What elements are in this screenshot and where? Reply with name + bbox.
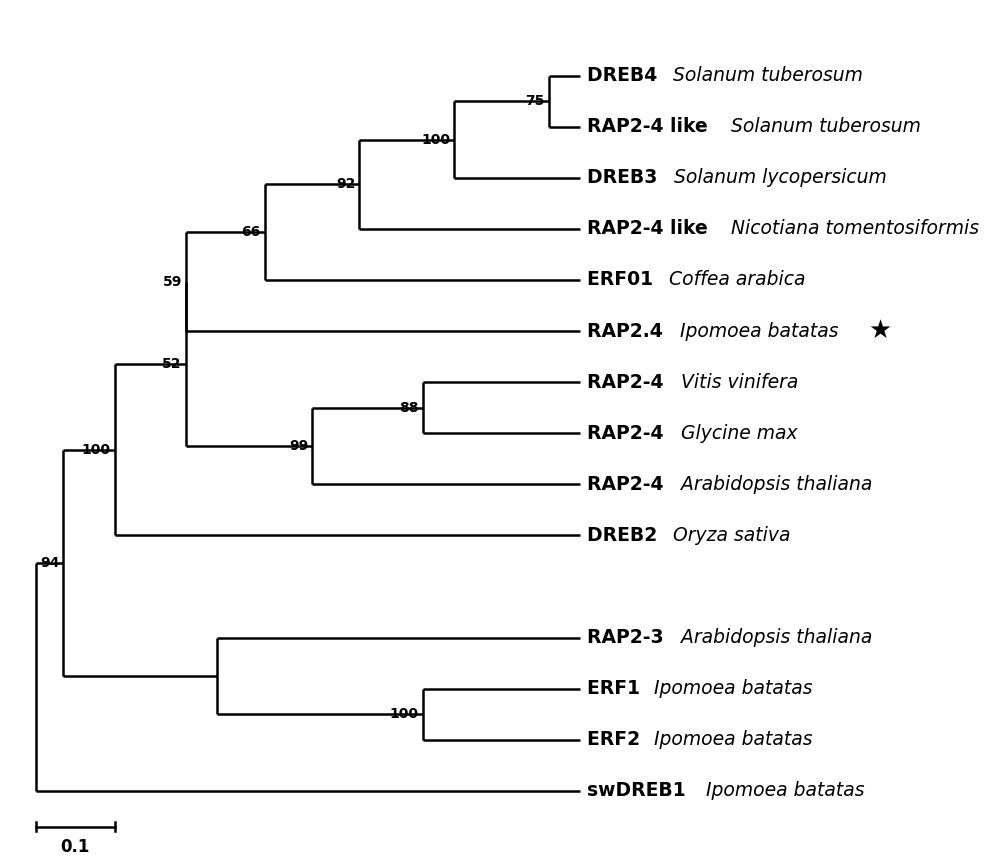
Text: 66: 66: [241, 225, 261, 239]
Text: Ipomoea batatas: Ipomoea batatas: [680, 322, 838, 341]
Text: 100: 100: [421, 133, 450, 147]
Text: RAP2.4: RAP2.4: [587, 322, 669, 341]
Text: Arabidopsis thaliana: Arabidopsis thaliana: [681, 475, 872, 494]
Text: RAP2-4: RAP2-4: [587, 373, 670, 392]
Text: 92: 92: [336, 177, 355, 192]
Text: Vitis vinifera: Vitis vinifera: [681, 373, 798, 392]
Text: RAP2-3: RAP2-3: [587, 628, 670, 647]
Text: Oryza sativa: Oryza sativa: [673, 526, 791, 545]
Text: DREB3: DREB3: [587, 168, 664, 187]
Text: Arabidopsis thaliana: Arabidopsis thaliana: [681, 628, 872, 647]
Text: 94: 94: [40, 556, 59, 570]
Text: Coffea arabica: Coffea arabica: [669, 270, 805, 289]
Text: Solanum lycopersicum: Solanum lycopersicum: [674, 168, 886, 187]
Text: RAP2-4: RAP2-4: [587, 475, 670, 494]
Text: ERF01: ERF01: [587, 270, 659, 289]
Text: 100: 100: [82, 443, 111, 457]
Text: 52: 52: [162, 356, 182, 371]
Text: DREB2: DREB2: [587, 526, 663, 545]
Text: 0.1: 0.1: [61, 838, 90, 856]
Text: Ipomoea batatas: Ipomoea batatas: [654, 679, 812, 698]
Text: Ipomoea batatas: Ipomoea batatas: [654, 730, 813, 749]
Text: 59: 59: [162, 274, 182, 288]
Text: 100: 100: [390, 707, 419, 721]
Text: Ipomoea batatas: Ipomoea batatas: [706, 781, 864, 800]
Text: RAP2-4: RAP2-4: [587, 424, 670, 443]
Text: ERF1: ERF1: [587, 679, 646, 698]
Text: Solanum tuberosum: Solanum tuberosum: [673, 66, 863, 85]
Text: RAP2-4 like: RAP2-4 like: [587, 117, 714, 136]
Text: RAP2-4 like: RAP2-4 like: [587, 219, 714, 238]
Text: ★: ★: [868, 318, 891, 344]
Text: ERF2: ERF2: [587, 730, 646, 749]
Text: Solanum tuberosum: Solanum tuberosum: [731, 117, 920, 136]
Text: swDREB1: swDREB1: [587, 781, 692, 800]
Text: 75: 75: [525, 94, 545, 108]
Text: DREB4: DREB4: [587, 66, 663, 85]
Text: Nicotiana tomentosiformis: Nicotiana tomentosiformis: [731, 219, 979, 238]
Text: 88: 88: [399, 400, 419, 415]
Text: 99: 99: [289, 439, 308, 453]
Text: Glycine max: Glycine max: [681, 424, 797, 443]
